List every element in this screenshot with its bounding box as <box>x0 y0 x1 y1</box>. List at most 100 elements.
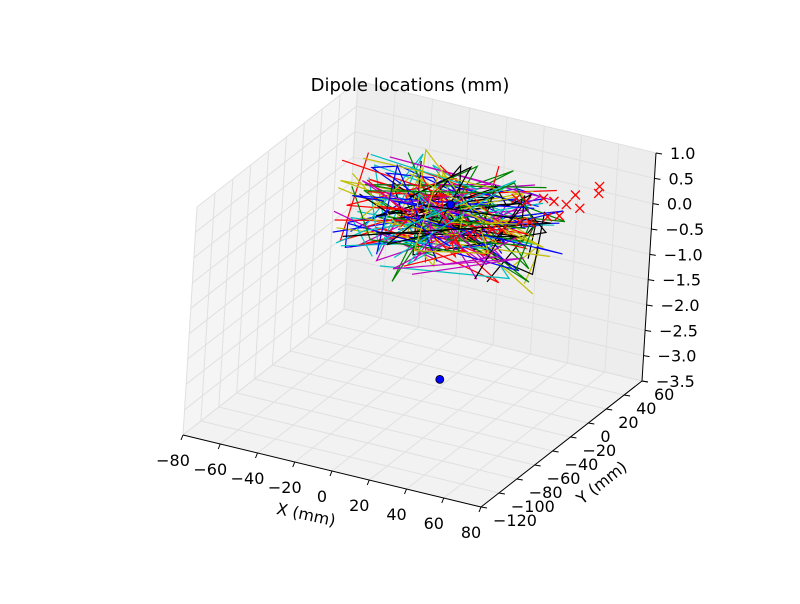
dipole-point-x <box>449 234 460 245</box>
x-marker-stroke <box>561 199 572 210</box>
x-marker-stroke <box>524 217 535 228</box>
y-tick-label: −60 <box>547 469 581 488</box>
x-tick-label: −40 <box>231 469 265 488</box>
x-tick-label: −80 <box>156 451 190 470</box>
z-tick <box>651 228 658 231</box>
y-axis-line <box>480 380 643 508</box>
x-tick <box>478 506 482 513</box>
dipole-point-x <box>570 190 581 200</box>
y-tick <box>498 492 505 495</box>
x-tick <box>217 443 221 450</box>
y-tick <box>516 478 523 481</box>
y-tick-label: −40 <box>565 455 599 474</box>
grid-line-z <box>195 105 655 233</box>
y-tick-label: −20 <box>582 441 616 460</box>
x-tick <box>441 497 445 504</box>
x-tick-label: −20 <box>268 478 302 497</box>
dipole-point-x <box>594 181 605 192</box>
grid-line-z <box>184 283 644 411</box>
y-tick <box>552 450 559 453</box>
y-tick <box>588 422 595 425</box>
x-tick <box>329 470 333 477</box>
dipole-point-x <box>561 199 572 210</box>
dipole-points <box>435 181 605 384</box>
z-tick <box>648 279 655 282</box>
dipole-path-line <box>415 190 450 228</box>
y-tick <box>570 436 577 439</box>
pane-left <box>183 81 358 435</box>
dipole-path-line <box>336 227 550 258</box>
x-marker-stroke <box>548 196 559 207</box>
z-tick-label: −3.0 <box>658 347 697 366</box>
dipole-path-line <box>413 170 490 255</box>
z-tick <box>652 203 659 206</box>
x-tick-label: 40 <box>386 505 406 524</box>
dipole-path-line <box>445 211 529 247</box>
dipole-path-line <box>333 210 501 265</box>
x-marker-stroke <box>449 234 460 245</box>
z-tick <box>649 253 656 256</box>
dipole-path-line <box>418 163 499 228</box>
dipole-path-line <box>352 195 535 209</box>
x-marker-stroke <box>593 188 604 199</box>
x-marker-stroke <box>570 190 581 200</box>
z-tick <box>641 380 649 383</box>
y-tick <box>480 506 488 509</box>
grid-line-z <box>193 131 654 259</box>
x-marker-stroke <box>521 196 532 207</box>
z-tick <box>655 152 663 155</box>
dipole-path-line <box>387 215 533 243</box>
dipole-point-circle <box>446 200 455 210</box>
y-tick-label: −80 <box>529 483 563 502</box>
grid-line-z <box>196 80 657 208</box>
dipole-point-x <box>574 203 585 214</box>
dipole-point-x <box>524 217 535 228</box>
x-marker-stroke <box>487 224 497 235</box>
dipole-path-line <box>403 175 465 267</box>
z-tick-label: −2.5 <box>659 321 698 340</box>
x-tick <box>292 461 296 468</box>
x-marker-stroke <box>538 193 549 204</box>
x-tick-label: −60 <box>193 460 227 479</box>
x-tick <box>404 488 407 495</box>
z-tick <box>646 304 653 307</box>
x-tick <box>180 434 184 441</box>
axes-ticks: −80 −60 −40 −20 0 20 40 60 80−120−100−80−60−40−2… <box>156 144 704 542</box>
z-tick-label: −1.5 <box>662 271 701 290</box>
z-tick-label: −1.0 <box>664 245 703 264</box>
dipole-path-line <box>393 180 517 259</box>
z-tick <box>643 355 650 358</box>
z-tick <box>654 177 661 180</box>
dipole-path-line <box>344 209 542 248</box>
z-axis-line <box>641 152 657 382</box>
x-marker-stroke <box>574 203 585 214</box>
z-tick <box>645 329 652 332</box>
x-tick <box>366 479 370 486</box>
x-tick-label: 20 <box>349 496 369 515</box>
x-marker-stroke <box>514 216 525 227</box>
grid-line-z <box>185 257 646 385</box>
y-tick <box>624 394 631 397</box>
y-tick-label: 0 <box>600 427 610 446</box>
chart-title: Dipole locations (mm) <box>311 75 510 96</box>
dipole-point-circle <box>435 374 445 384</box>
x-tick-label: 0 <box>317 487 327 506</box>
y-tick <box>534 464 541 467</box>
z-tick-label: −0.5 <box>665 220 704 239</box>
x-marker-stroke <box>511 193 522 204</box>
dipole-point-x <box>542 211 553 222</box>
x-marker-stroke <box>496 224 507 235</box>
dipole-point-x <box>511 193 522 204</box>
x-axis-label: X (mm) <box>275 499 337 530</box>
y-tick-label: −100 <box>511 497 555 516</box>
grid-line-z <box>187 232 647 360</box>
dipole-point-x <box>538 193 549 204</box>
z-tick-label: 1.0 <box>670 144 695 163</box>
z-tick-label: 0.0 <box>667 195 692 214</box>
y-tick-label: 40 <box>636 399 656 418</box>
dipole-point-x <box>521 196 532 207</box>
y-tick-label: 60 <box>654 385 674 404</box>
x-marker-stroke <box>554 210 565 221</box>
